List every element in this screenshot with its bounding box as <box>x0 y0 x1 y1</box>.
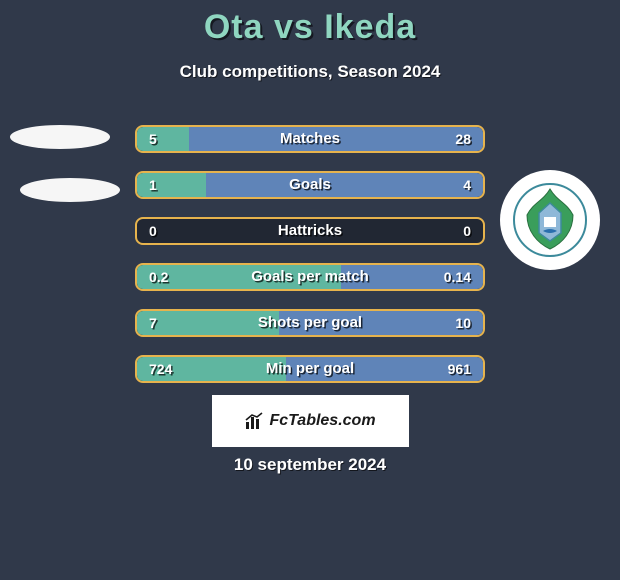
player-left-oval-2 <box>20 178 120 202</box>
stat-row: 724961Min per goal <box>135 355 485 383</box>
stat-value-right: 28 <box>455 127 471 151</box>
stat-row: 710Shots per goal <box>135 309 485 337</box>
stat-value-right: 961 <box>448 357 471 381</box>
club-badge <box>500 170 600 270</box>
stat-value-left: 7 <box>149 311 157 335</box>
bars-icon <box>245 412 263 430</box>
stat-row: 14Goals <box>135 171 485 199</box>
stat-value-left: 0.2 <box>149 265 168 289</box>
stat-bar-left <box>137 127 189 151</box>
club-crest-icon <box>513 183 587 257</box>
stat-bar-right <box>189 127 483 151</box>
stat-bars: 528Matches14Goals00Hattricks0.20.14Goals… <box>135 125 485 401</box>
stat-row: 0 0Hattricks <box>135 217 485 245</box>
stat-value-left: 0 <box>149 219 157 243</box>
stat-value-right: 10 <box>455 311 471 335</box>
stat-value-left: 5 <box>149 127 157 151</box>
stat-label: Hattricks <box>137 219 483 243</box>
player-left-oval-1 <box>10 125 110 149</box>
credit-text: FcTables.com <box>269 412 375 430</box>
stat-value-right: 4 <box>463 173 471 197</box>
subtitle: Club competitions, Season 2024 <box>0 62 620 82</box>
stat-value-left: 1 <box>149 173 157 197</box>
date-label: 10 september 2024 <box>0 455 620 475</box>
stat-bar-right <box>279 311 483 335</box>
stat-row: 0.20.14Goals per match <box>135 263 485 291</box>
stat-bar-left <box>137 173 206 197</box>
stat-value-right: 0 <box>463 219 471 243</box>
stat-row: 528Matches <box>135 125 485 153</box>
stat-value-left: 724 <box>149 357 172 381</box>
stat-value-right: 0.14 <box>444 265 471 289</box>
credit-badge: FcTables.com <box>212 395 409 447</box>
comparison-infographic: Ota vs Ikeda Club competitions, Season 2… <box>0 0 620 580</box>
stat-bar-left <box>137 311 279 335</box>
stat-bar-right <box>206 173 483 197</box>
page-title: Ota vs Ikeda <box>0 8 620 47</box>
